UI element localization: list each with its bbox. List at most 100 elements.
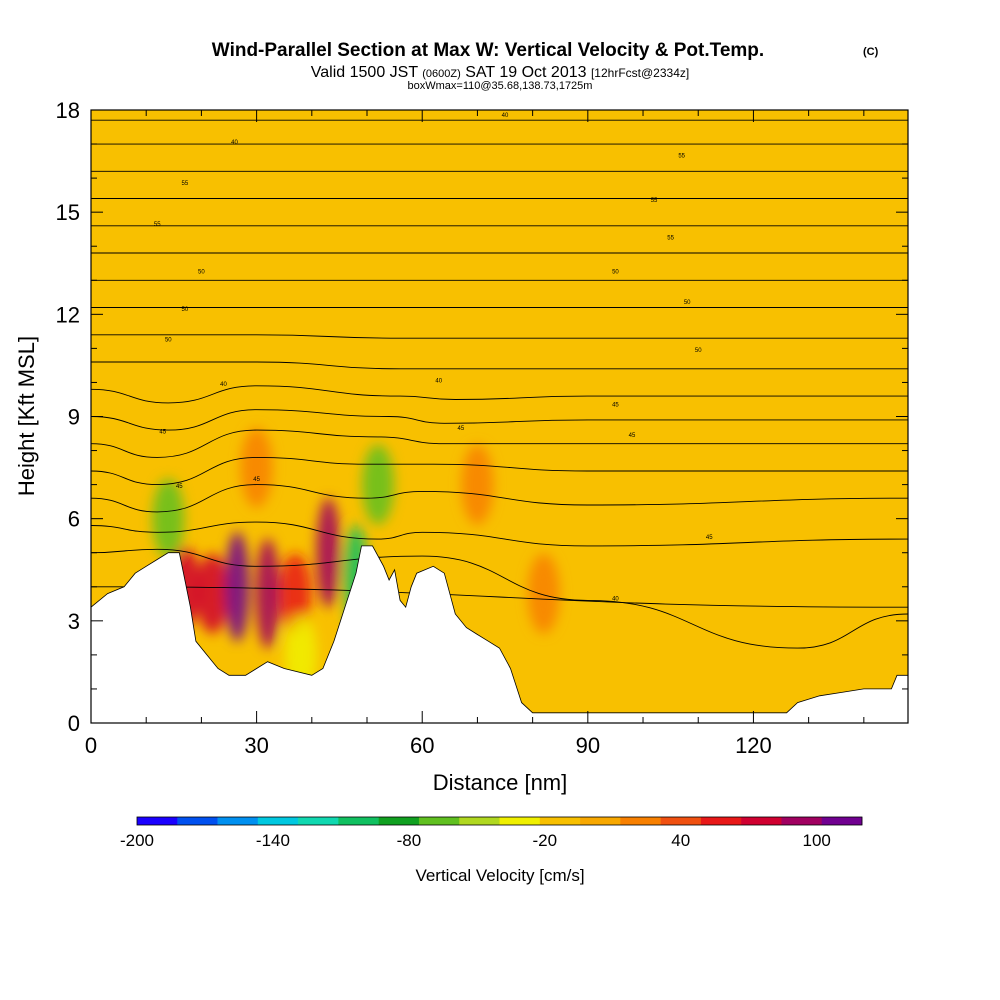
y-axis: 0 3 6 9 12 15 18 — [56, 98, 908, 736]
x-tick-label-3: 90 — [576, 733, 600, 758]
chart-subtitle: Valid 1500 JST (0600Z) SAT 19 Oct 2013 [… — [311, 64, 689, 81]
x-tick-label-1: 30 — [244, 733, 268, 758]
theta-contour-4 — [91, 456, 908, 486]
velocity-cell-3 — [255, 538, 280, 649]
colorbar-label: Vertical Velocity [cm/s] — [415, 866, 584, 885]
y-axis-label: Height [Kft MSL] — [14, 336, 39, 496]
contour-label-12: 45 — [612, 402, 619, 408]
colorbar-swatch-14 — [700, 817, 742, 825]
x-tick-label-0: 0 — [85, 733, 97, 758]
contour-label-14: 50 — [695, 348, 702, 354]
subtitle-utc: (0600Z) — [422, 68, 461, 80]
colorbar-tick-label-3: -20 — [533, 831, 558, 850]
colorbar-tick-label-1: -140 — [256, 831, 290, 850]
colorbar-swatch-15 — [741, 817, 782, 825]
velocity-cell-5 — [316, 497, 341, 608]
contour-label-3: 40 — [220, 382, 227, 388]
colorbar: -200 -140 -80 -20 40 100 — [120, 816, 863, 850]
colorbar-swatch-10 — [539, 817, 581, 825]
colorbar-swatch-11 — [580, 817, 621, 825]
colorbar-swatch-0 — [137, 817, 178, 825]
velocity-cell-12 — [240, 427, 273, 508]
velocity-cell-2 — [225, 531, 250, 642]
y-tick-label-3: 9 — [68, 405, 80, 430]
colorbar-swatch-13 — [660, 817, 702, 825]
y-tick-label-4: 12 — [56, 302, 80, 327]
colorbar-tick-label-0: -200 — [120, 831, 154, 850]
colorbar-swatch-6 — [378, 817, 420, 825]
contour-label-16: 50 — [612, 269, 619, 275]
contour-label-19: 55 — [678, 154, 685, 160]
theta-contours — [91, 119, 908, 649]
theta-contour-6 — [91, 409, 908, 431]
contour-label-15: 50 — [684, 300, 691, 306]
velocity-cell-9 — [362, 444, 395, 525]
plot-background — [91, 110, 908, 723]
theta-contour-2 — [91, 521, 908, 547]
contour-label-11: 45 — [458, 426, 465, 432]
colorbar-swatch-16 — [781, 817, 823, 825]
theta-contour-0 — [91, 586, 908, 608]
colorbar-swatch-4 — [298, 817, 339, 825]
y-tick-label-5: 15 — [56, 200, 80, 225]
subtitle-fcst: [12hrFcst@2334z] — [591, 66, 689, 80]
contour-label-10: 40 — [435, 378, 442, 384]
theta-contour-1 — [91, 548, 908, 649]
y-tick-label-0: 0 — [68, 711, 80, 736]
subtitle-valid: Valid 1500 JST — [311, 64, 419, 81]
x-tick-label-4: 120 — [735, 733, 772, 758]
theta-contour-3 — [91, 484, 908, 513]
x-tick-label-2: 60 — [410, 733, 434, 758]
contour-label-20: 40 — [502, 113, 509, 119]
y-tick-label-1: 3 — [68, 609, 80, 634]
contour-label-8: 55 — [182, 181, 189, 187]
colorbar-swatch-1 — [177, 817, 218, 825]
contour-label-13: 45 — [629, 433, 636, 439]
x-axis: 0 30 60 90 120 — [85, 110, 865, 758]
contour-label-1: 45 — [253, 477, 260, 483]
chart-subtitle-2: boxWmax=110@35.68,138.73,1725m — [408, 80, 593, 92]
contour-label-5: 50 — [182, 307, 189, 313]
velocity-cell-8 — [152, 478, 185, 559]
theta-contour-8 — [91, 361, 908, 370]
theta-contour-9 — [91, 334, 908, 339]
contour-label-21: 40 — [612, 596, 619, 602]
contour-label-2: 45 — [159, 430, 166, 436]
terrain — [91, 545, 908, 723]
chart-title: Wind-Parallel Section at Max W: Vertical… — [212, 40, 764, 61]
contour-label-6: 50 — [198, 269, 205, 275]
velocity-cell-4 — [279, 553, 312, 634]
colorbar-swatch-12 — [620, 817, 661, 825]
theta-contour-5 — [91, 429, 908, 458]
colorbar-swatch-9 — [499, 817, 541, 825]
contour-label-17: 55 — [667, 235, 674, 241]
contour-label-4: 50 — [165, 338, 172, 344]
colorbar-tick-label-5: 100 — [803, 831, 831, 850]
colorbar-tick-label-2: -80 — [397, 831, 422, 850]
title-mark: (C) — [863, 46, 879, 58]
colorbar-swatch-2 — [217, 817, 259, 825]
plot-area: 45 45 45 40 50 50 50 55 55 40 40 45 45 45 50 50 50 55 55 55… — [91, 110, 908, 723]
x-axis-label: Distance [nm] — [433, 770, 568, 795]
colorbar-swatch-5 — [338, 817, 379, 825]
y-tick-label-6: 18 — [56, 98, 80, 123]
subtitle-date: SAT 19 Oct 2013 — [465, 64, 586, 81]
colorbar-swatch-3 — [257, 817, 299, 825]
velocity-cell-10 — [461, 444, 494, 525]
contour-label-9: 40 — [231, 140, 238, 146]
y-tick-label-2: 6 — [68, 507, 80, 532]
velocity-cell-1 — [196, 553, 229, 634]
colorbar-swatch-17 — [821, 817, 863, 825]
contour-label-7: 55 — [154, 222, 161, 228]
theta-contour-7 — [91, 385, 908, 404]
contour-label-18: 55 — [651, 198, 658, 204]
contour-labels: 45 45 45 40 50 50 50 55 55 40 40 45 45 45 50 50 50 55 55 55… — [154, 113, 713, 603]
contour-label-22: 45 — [706, 535, 713, 541]
colorbar-tick-label-4: 40 — [671, 831, 690, 850]
colorbar-swatch-8 — [459, 817, 500, 825]
contour-label-0: 45 — [176, 484, 183, 490]
colorbar-frame — [136, 816, 863, 826]
colorbar-swatch-7 — [418, 817, 460, 825]
velocity-cell-11 — [527, 553, 560, 634]
